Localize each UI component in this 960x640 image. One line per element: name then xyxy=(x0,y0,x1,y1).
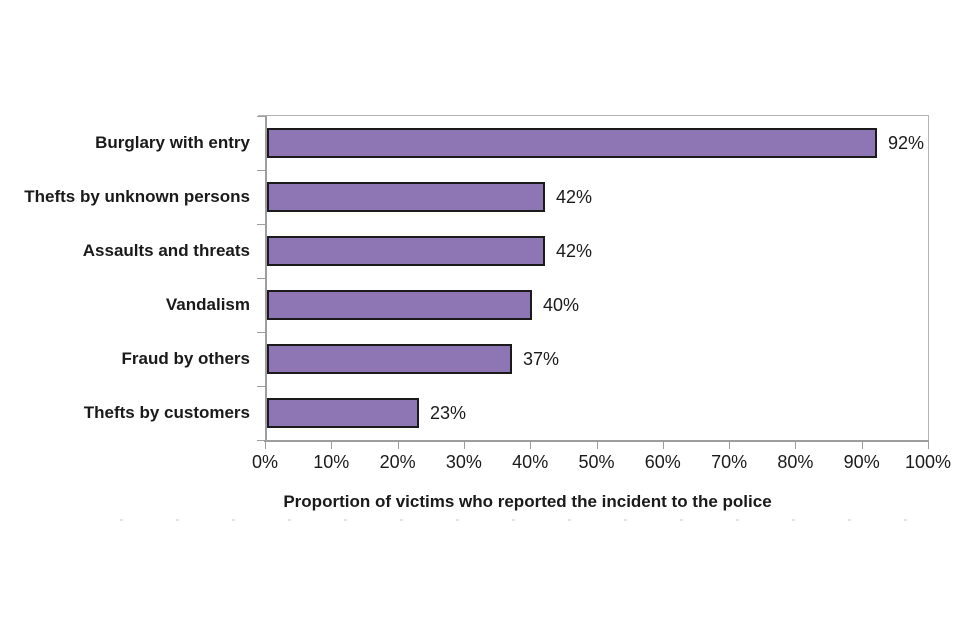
x-tick-label: 20% xyxy=(379,452,416,472)
x-tick-label: 60% xyxy=(644,452,681,472)
x-axis-title: Proportion of victims who reported the i… xyxy=(283,492,772,511)
bar-value-label: 92% xyxy=(888,133,925,153)
x-tick-mark xyxy=(596,442,598,449)
bar xyxy=(267,344,512,374)
x-tick-mark xyxy=(397,442,399,449)
x-tick-label: 0% xyxy=(251,452,278,472)
category-tick-mark xyxy=(257,278,266,279)
category-tick-mark xyxy=(257,386,266,387)
category-tick-mark xyxy=(257,170,266,171)
bar-value-label: 23% xyxy=(430,403,467,423)
plot-border-top xyxy=(258,115,929,116)
bar xyxy=(267,398,419,428)
category-tick-mark xyxy=(257,332,266,333)
x-tick-label: 80% xyxy=(777,452,814,472)
plot-border-right xyxy=(928,115,929,441)
x-tick-mark xyxy=(463,442,465,449)
x-tick-label: 50% xyxy=(578,452,615,472)
bar xyxy=(267,236,545,266)
bar-value-label: 42% xyxy=(556,187,593,207)
x-axis-line xyxy=(264,440,929,442)
x-tick-mark xyxy=(331,442,333,449)
x-tick-label: 90% xyxy=(843,452,880,472)
x-tick-mark xyxy=(795,442,797,449)
faint-dotted-rule xyxy=(120,519,940,521)
bar xyxy=(267,290,532,320)
bar-value-label: 37% xyxy=(523,349,560,369)
x-tick-label: 10% xyxy=(313,452,350,472)
y-axis-line xyxy=(265,116,267,442)
x-tick-mark xyxy=(861,442,863,449)
category-label: Thefts by unknown persons xyxy=(24,187,250,206)
category-label: Vandalism xyxy=(165,295,250,314)
bar xyxy=(267,128,877,158)
category-label: Thefts by customers xyxy=(83,403,250,422)
x-tick-label: 100% xyxy=(904,452,952,472)
x-tick-label: 30% xyxy=(445,452,482,472)
x-tick-mark xyxy=(662,442,664,449)
x-tick-mark xyxy=(729,442,731,449)
x-tick-label: 40% xyxy=(512,452,549,472)
category-tick-mark xyxy=(257,116,266,117)
category-label: Assaults and threats xyxy=(82,241,250,260)
x-tick-mark xyxy=(530,442,532,449)
x-tick-label: 70% xyxy=(711,452,748,472)
x-tick-mark xyxy=(265,442,266,449)
bar-value-label: 42% xyxy=(556,241,593,261)
category-label: Fraud by others xyxy=(121,349,250,368)
category-tick-mark xyxy=(257,224,266,225)
category-tick-mark xyxy=(257,440,266,441)
x-tick-mark xyxy=(928,442,929,449)
category-label: Burglary with entry xyxy=(95,133,250,152)
bar xyxy=(267,182,545,212)
bar-value-label: 40% xyxy=(543,295,580,315)
